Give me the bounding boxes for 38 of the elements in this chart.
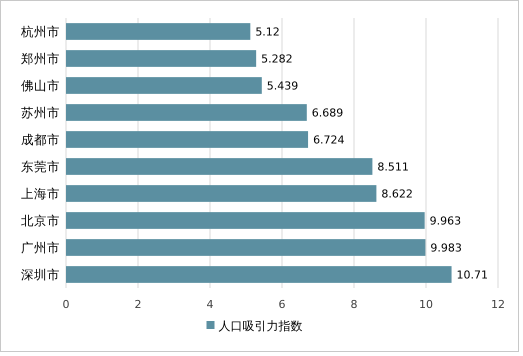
x-tick-label: 10 <box>419 298 433 311</box>
y-tick-label: 广州市 <box>21 240 60 255</box>
data-label: 5.439 <box>266 80 298 92</box>
y-tick-label: 苏州市 <box>21 105 60 120</box>
x-tick-label: 8 <box>350 298 358 311</box>
y-tick-label: 北京市 <box>21 213 60 228</box>
bar <box>66 266 452 283</box>
data-label: 8.622 <box>381 188 413 200</box>
bar <box>66 104 307 121</box>
x-tick-label: 12 <box>491 298 505 311</box>
y-tick-label: 东莞市 <box>21 159 60 174</box>
data-label: 6.724 <box>313 134 345 146</box>
bar <box>66 50 256 67</box>
y-tick-label: 成都市 <box>21 132 60 147</box>
x-tick-label: 0 <box>62 298 70 311</box>
data-label: 6.689 <box>312 106 344 120</box>
data-label: 9.983 <box>430 242 462 254</box>
bar <box>66 131 308 148</box>
data-label: 5.282 <box>261 52 293 66</box>
bar <box>66 212 425 229</box>
bar <box>66 185 376 202</box>
data-label: 8.511 <box>377 160 409 174</box>
y-tick-label: 佛山市 <box>21 78 60 93</box>
data-label: 10.71 <box>456 268 488 282</box>
y-tick-label: 郑州市 <box>21 51 60 66</box>
data-label: 5.12 <box>255 26 280 38</box>
y-tick-label: 杭州市 <box>20 24 60 39</box>
bar <box>66 77 262 94</box>
x-tick-label: 4 <box>206 298 214 311</box>
bar <box>66 158 372 175</box>
y-tick-label: 深圳市 <box>21 267 60 282</box>
bar <box>66 239 426 256</box>
legend-label: 人口吸引力指数 <box>218 319 302 333</box>
bar <box>66 23 250 40</box>
x-tick-label: 6 <box>278 298 286 311</box>
y-tick-label: 上海市 <box>21 186 60 201</box>
data-label: 9.963 <box>430 214 462 228</box>
x-tick-label: 2 <box>134 298 142 311</box>
